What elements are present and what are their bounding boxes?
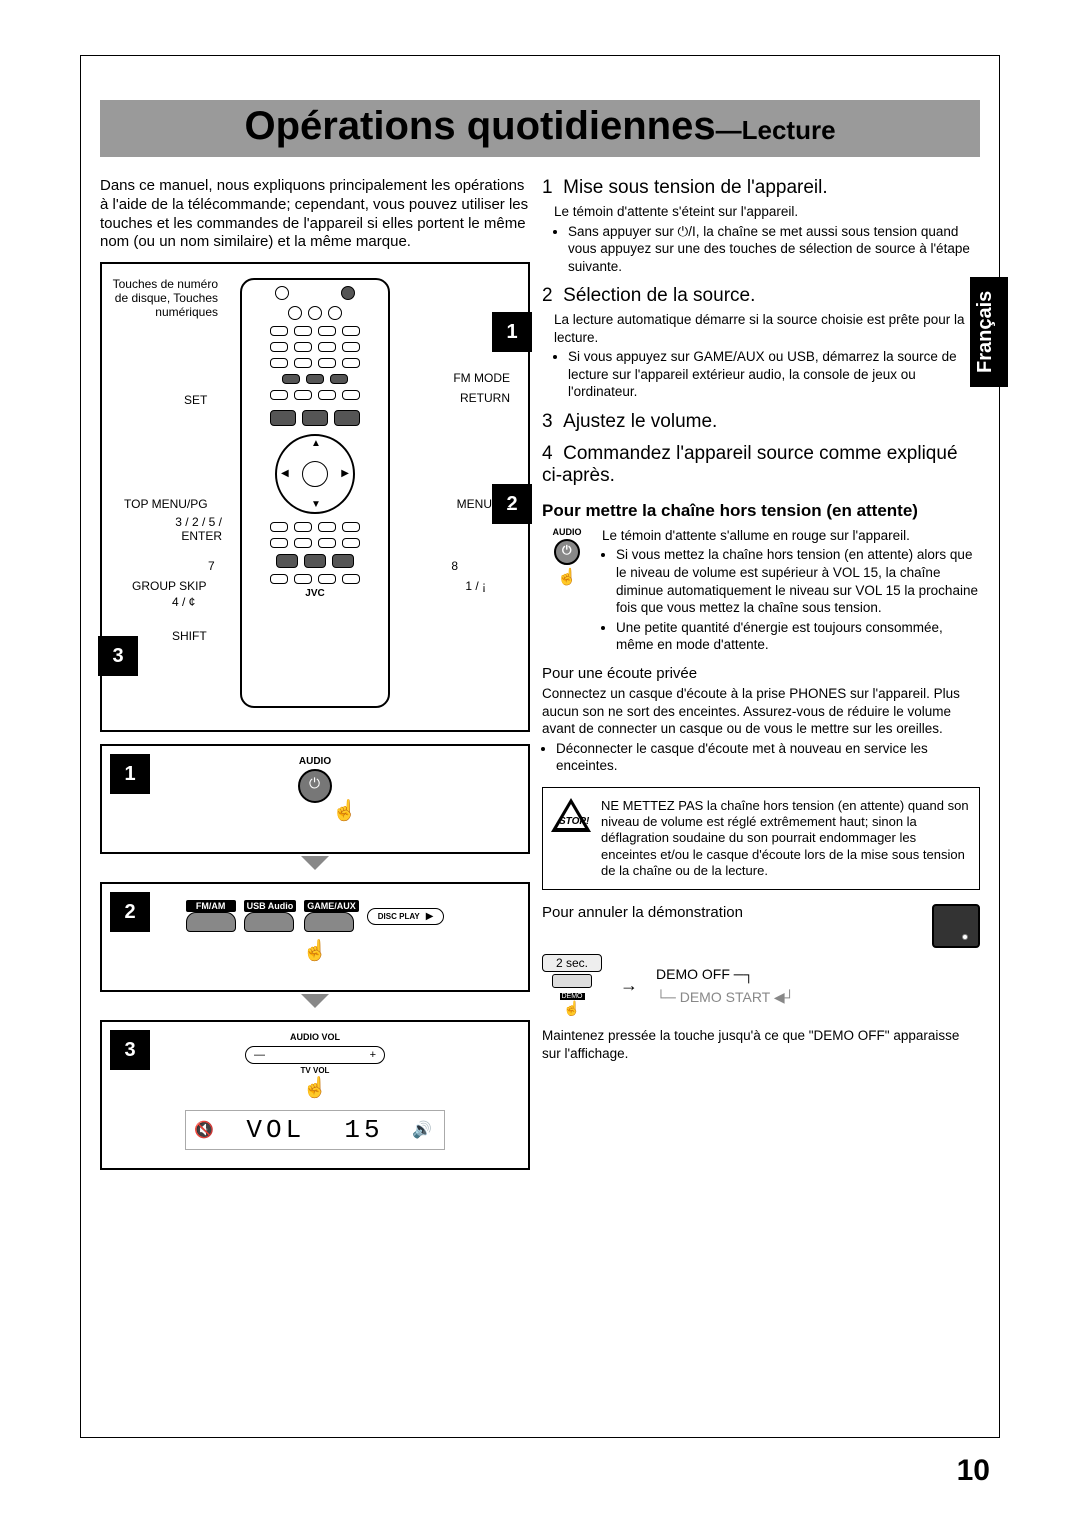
step-2: 2 Sélection de la source. La lecture aut… — [542, 285, 980, 401]
src-btn — [244, 912, 294, 932]
step-1: 1 Mise sous tension de l'appareil. Le té… — [542, 177, 980, 275]
marker-1: 1 — [492, 312, 532, 352]
warning-box: STOP! NE METTEZ PAS la chaîne hors tensi… — [542, 787, 980, 890]
label-8: 8 — [451, 560, 458, 574]
disc-play: DISC PLAY ▶ — [367, 908, 445, 925]
src-usb: USB Audio — [244, 900, 297, 912]
standby-heading: Pour mettre la chaîne hors tension (en a… — [542, 501, 980, 521]
demo-note: Maintenez pressée la touche jusqu'à ce q… — [542, 1027, 980, 1062]
flow-num-1: 1 — [110, 754, 150, 794]
label-shift: SHIFT — [172, 630, 207, 644]
remote-body: ▲ ▼ ◀ ▶ JVC — [240, 278, 390, 708]
language-tab: Français — [970, 277, 1008, 387]
private-listening: Pour une écoute privée Connectez un casq… — [542, 664, 980, 775]
src-btn — [304, 912, 354, 932]
step-4: 4 Commandez l'appareil source comme expl… — [542, 443, 980, 487]
demo-physical-button — [932, 904, 980, 948]
hand-icon: ☝ — [303, 940, 328, 962]
flow-num-2: 2 — [110, 892, 150, 932]
title-bar: Opérations quotidiennes—Lecture — [100, 100, 980, 157]
flow-step-3: 3 AUDIO VOL —+ TV VOL ☝ 🔇 VOL 15 🔊 — [100, 1020, 530, 1170]
label-7: 7 — [208, 560, 215, 574]
vol-display: 🔇 VOL 15 🔊 — [185, 1110, 445, 1150]
step-3: 3 Ajustez le volume. — [542, 411, 980, 433]
audio-vol-label: AUDIO VOL — [110, 1032, 520, 1042]
src-game: GAME/AUX — [304, 900, 359, 912]
brand: JVC — [242, 588, 388, 599]
audio-label-1: AUDIO — [270, 756, 360, 767]
demo-title: Pour annuler la démonstration — [542, 904, 743, 921]
intro-text: Dans ce manuel, nous expliquons principa… — [100, 177, 530, 252]
flow-arrow-2 — [301, 994, 329, 1008]
label-enter: 3 / 2 / 5 / ENTER — [152, 516, 222, 544]
title-main: Opérations quotidiennes — [244, 104, 715, 148]
src-fmam: FM/AM — [186, 900, 236, 912]
standby-block: AUDIO ⏻ ☝ Le témoin d'attente s'allume e… — [542, 527, 980, 654]
demo-section: Pour annuler la démonstration 2 sec. DEM… — [542, 904, 980, 1062]
title-sub: —Lecture — [716, 115, 836, 145]
dpad: ▲ ▼ ◀ ▶ — [275, 434, 355, 514]
label-1: 1 / ¡ — [465, 580, 486, 594]
label-4: 4 / ¢ — [172, 596, 195, 610]
hand-icon: ☝ — [332, 798, 357, 823]
flow-step-1: 1 AUDIO ⏻ ☝ — [100, 744, 530, 854]
page-number: 10 — [957, 1454, 990, 1488]
label-return: RETURN — [460, 392, 510, 406]
marker-3-remote: 3 — [98, 636, 138, 676]
demo-states: DEMO OFF ─┐ └─ DEMO START ◀┘ — [656, 963, 795, 1008]
src-btn — [186, 912, 236, 932]
remote-diagram: 1 2 3 Touches de numéro de disque, Touch… — [100, 262, 530, 732]
label-set: SET — [184, 394, 207, 408]
label-topmenu: TOP MENU/PG — [124, 498, 208, 512]
standby-power-icon: AUDIO ⏻ ☝ — [542, 527, 592, 587]
tv-vol-label: TV VOL — [110, 1066, 520, 1075]
label-numeric-keys: Touches de numéro de disque, Touches num… — [108, 278, 218, 319]
label-groupskip: GROUP SKIP — [132, 580, 206, 594]
stop-icon: STOP! — [551, 798, 591, 832]
flow-arrow-1 — [301, 856, 329, 870]
flow-step-2: 2 FM/AM USB Audio GAME/AUX DISC PLAY ▶ — [100, 882, 530, 992]
demo-remote-button: 2 sec. DEMO ☝ — [542, 954, 602, 1017]
vol-control: —+ — [245, 1046, 385, 1064]
flow-num-3: 3 — [110, 1030, 150, 1070]
hand-icon: ☝ — [303, 1077, 328, 1099]
label-fmmode: FM MODE — [453, 372, 510, 386]
label-menupl: MENU/PL — [457, 498, 510, 512]
power-button-icon: ⏻ — [298, 769, 332, 803]
